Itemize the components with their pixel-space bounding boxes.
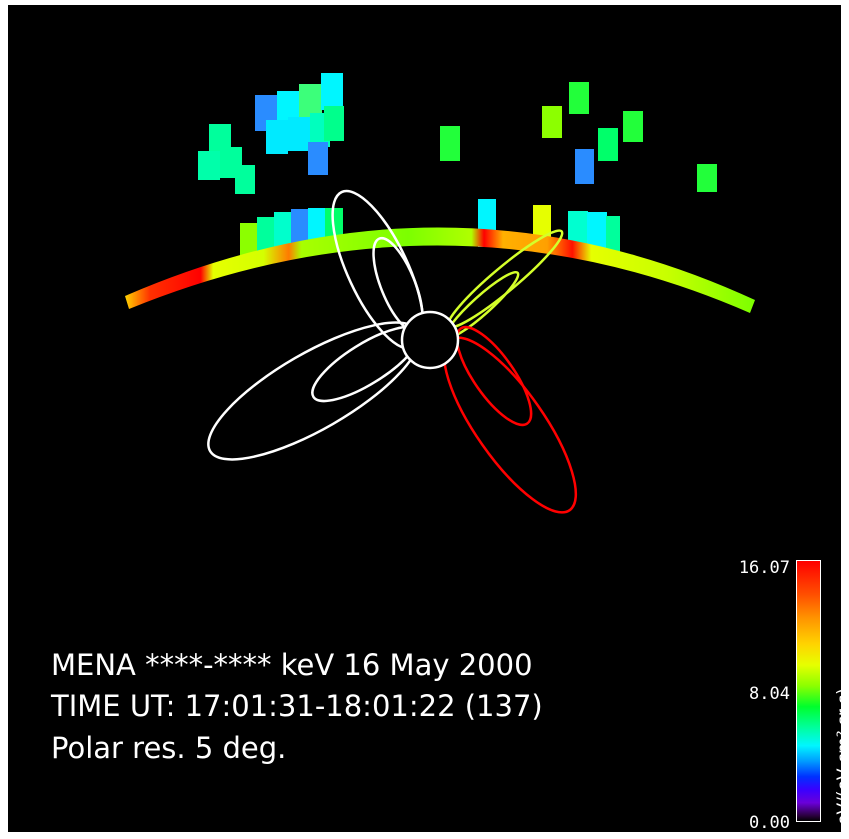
flux-pixel	[291, 209, 309, 249]
flux-pixel	[266, 120, 288, 154]
mena-image-panel: MENA ****-**** keV 16 May 2000 TIME UT: …	[8, 5, 849, 833]
flux-pixel	[587, 212, 607, 252]
field-lines	[207, 189, 578, 514]
caption-time-range: TIME UT: 17:01:31-18:01:22 (137)	[51, 689, 543, 723]
field-line-red	[455, 325, 533, 427]
flux-pixel	[440, 126, 460, 161]
colorbar-unit-label: eV/(eV cm² sr s)	[834, 688, 849, 825]
flux-pixel	[198, 151, 220, 180]
flux-pixel	[288, 117, 310, 151]
flux-pixel	[575, 149, 594, 184]
upper-flux-pixels	[198, 73, 717, 194]
colorbar-max-label: 16.07	[738, 558, 790, 578]
flux-pixel	[321, 73, 343, 110]
mena-scene	[125, 73, 755, 514]
emission-arc	[125, 227, 755, 313]
flux-pixel	[308, 142, 328, 175]
colorbar	[796, 560, 821, 822]
field-line-white	[207, 321, 421, 461]
flux-pixel	[697, 164, 717, 192]
flux-pixel	[606, 216, 620, 254]
colorbar-mid-label: 8.04	[749, 684, 790, 704]
flux-pixel	[542, 106, 562, 138]
colorbar-min-label: 0.00	[749, 813, 790, 833]
flux-pixel	[257, 217, 275, 257]
caption-resolution: Polar res. 5 deg.	[51, 731, 287, 765]
flux-pixel	[569, 82, 589, 114]
flux-pixel	[235, 165, 255, 194]
flux-pixel	[598, 128, 618, 161]
flux-pixel	[299, 84, 322, 119]
flux-pixel	[623, 111, 643, 142]
flux-pixel	[324, 106, 344, 141]
earth-circle	[400, 310, 460, 370]
caption-instrument-energy-date: MENA ****-**** keV 16 May 2000	[51, 648, 533, 682]
flux-pixel	[209, 124, 231, 153]
